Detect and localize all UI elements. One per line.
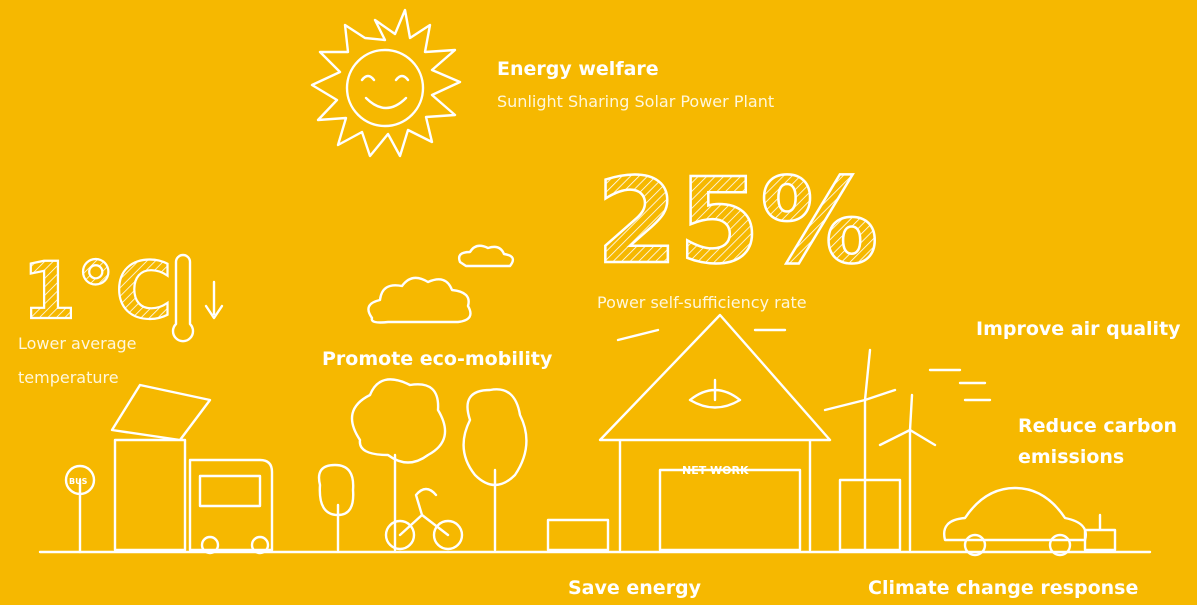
carbon: Reduce carbon bbox=[1018, 417, 1177, 436]
save-energy: Save energy bbox=[568, 579, 701, 598]
climate: Climate change response bbox=[868, 579, 1138, 598]
carbon: emissions bbox=[1018, 448, 1124, 467]
house bbox=[548, 315, 830, 550]
trees bbox=[319, 379, 526, 550]
self-sufficiency-figure: 25% bbox=[596, 152, 878, 290]
temperature-caption: temperature bbox=[18, 370, 119, 386]
temperature-caption: Lower average bbox=[18, 336, 137, 352]
windmills bbox=[825, 350, 935, 550]
air-quality: Improve air quality bbox=[976, 320, 1181, 339]
thermometer bbox=[173, 255, 222, 341]
network-sign: NET WORK bbox=[682, 464, 749, 477]
energy-title: Energy welfare bbox=[497, 60, 659, 79]
bus-sign: BUS bbox=[69, 477, 88, 486]
car bbox=[944, 488, 1115, 555]
self-sufficiency-caption: Power self-sufficiency rate bbox=[597, 295, 807, 311]
energy-subtitle: Sunlight Sharing Solar Power Plant bbox=[497, 94, 774, 110]
sun bbox=[312, 10, 460, 156]
eco-mobility: Promote eco-mobility bbox=[322, 350, 552, 369]
bus-stop bbox=[66, 385, 272, 553]
infographic: 25% 1°C BUS NET WORK bbox=[0, 0, 1197, 605]
temperature-figure: 1°C bbox=[22, 247, 173, 337]
